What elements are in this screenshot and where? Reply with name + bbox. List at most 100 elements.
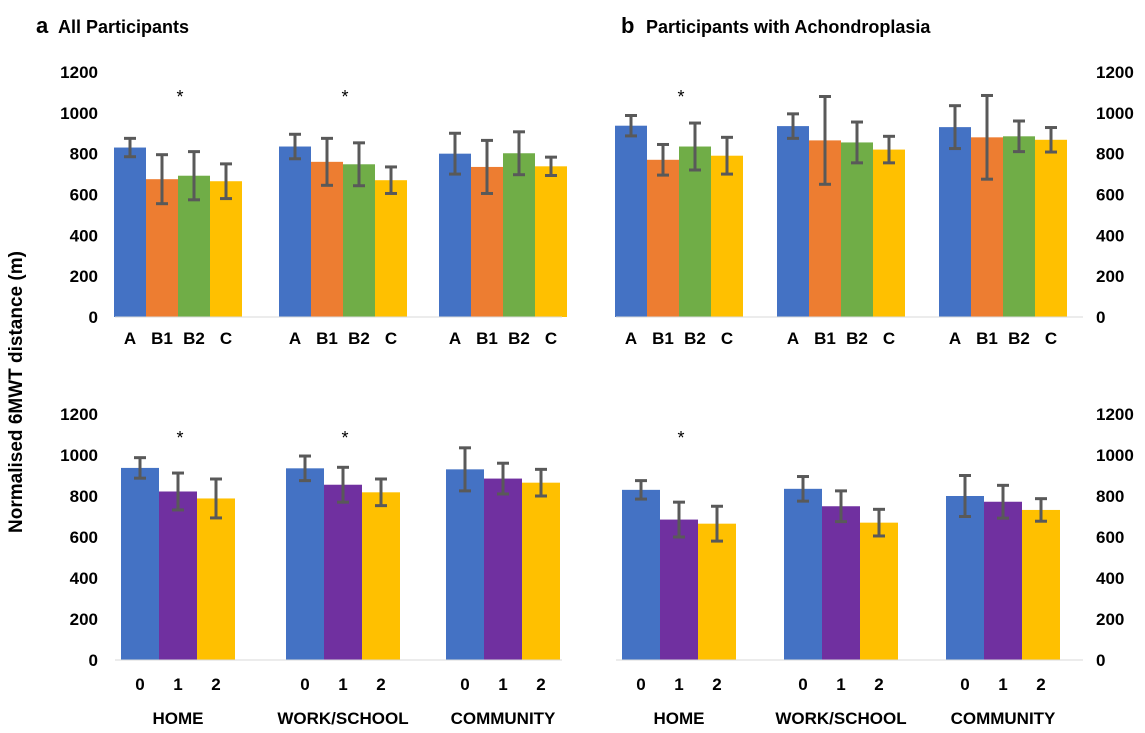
y-tick-label: 1200 xyxy=(1096,63,1134,82)
category-label: 1 xyxy=(836,675,845,694)
category-label: 2 xyxy=(536,675,545,694)
bar xyxy=(1022,509,1060,660)
bar xyxy=(311,161,343,317)
category-label: B1 xyxy=(316,329,338,348)
y-tick-label: 800 xyxy=(70,487,98,506)
y-tick-label: 0 xyxy=(1096,651,1105,670)
significance-marker: * xyxy=(677,428,684,448)
category-label: A xyxy=(949,329,961,348)
y-tick-label: 1200 xyxy=(60,405,98,424)
panel-b-letter: b xyxy=(621,13,634,38)
bar xyxy=(711,155,743,317)
bar xyxy=(121,467,159,660)
significance-marker: * xyxy=(176,87,183,107)
bar xyxy=(210,181,242,317)
y-tick-label: 0 xyxy=(89,651,98,670)
chart-b-top: 0 200 400 600 800 1000 1200 A B1 B2 C A B1 B2 C A B1 B2 C * xyxy=(615,63,1134,348)
y-tick-label: 200 xyxy=(1096,267,1124,286)
category-label: 1 xyxy=(674,675,683,694)
category-label: 1 xyxy=(998,675,1007,694)
category-label: C xyxy=(721,329,733,348)
chart-b-bottom: 0 200 400 600 800 1000 1200 0 1 2 0 1 2 0 1 2 * xyxy=(616,405,1134,694)
category-label: 2 xyxy=(211,675,220,694)
bar xyxy=(1035,139,1067,317)
category-label: 1 xyxy=(498,675,507,694)
bar xyxy=(439,153,471,317)
category-label: 0 xyxy=(460,675,469,694)
category-label: 0 xyxy=(135,675,144,694)
bar xyxy=(362,492,400,660)
bar xyxy=(939,127,971,317)
y-tick-label: 400 xyxy=(70,569,98,588)
bar xyxy=(679,146,711,317)
significance-marker: * xyxy=(176,428,183,448)
y-tick-label: 1000 xyxy=(60,104,98,123)
category-label: 2 xyxy=(1036,675,1045,694)
category-label: B1 xyxy=(476,329,498,348)
category-label: C xyxy=(1045,329,1057,348)
category-label: 0 xyxy=(300,675,309,694)
category-label: B1 xyxy=(976,329,998,348)
bar xyxy=(375,180,407,317)
bar xyxy=(647,159,679,317)
bar xyxy=(777,126,809,318)
category-label: A xyxy=(787,329,799,348)
panel-a-letter: a xyxy=(36,13,49,38)
bar xyxy=(984,501,1022,660)
y-tick-label: 200 xyxy=(70,267,98,286)
y-tick-label: 800 xyxy=(70,145,98,164)
category-label: B2 xyxy=(508,329,530,348)
group-label-home: HOME xyxy=(153,709,204,728)
y-tick-label: 800 xyxy=(1096,145,1124,164)
group-labels-b: HOME WORK/SCHOOL COMMUNITY xyxy=(654,709,1057,728)
category-label: C xyxy=(385,329,397,348)
y-tick-label: 600 xyxy=(1096,186,1124,205)
y-tick-label: 400 xyxy=(1096,226,1124,245)
bar xyxy=(279,146,311,317)
y-tick-label: 1200 xyxy=(1096,405,1134,424)
bar xyxy=(660,519,698,660)
bar xyxy=(784,488,822,660)
category-label: C xyxy=(545,329,557,348)
y-tick-label: 600 xyxy=(70,186,98,205)
y-tick-label: 800 xyxy=(1096,487,1124,506)
category-label: A xyxy=(625,329,637,348)
category-label: 1 xyxy=(173,675,182,694)
group-label-home: HOME xyxy=(654,709,705,728)
y-tick-label: 1200 xyxy=(60,63,98,82)
bar xyxy=(860,522,898,660)
bar xyxy=(622,489,660,660)
bar xyxy=(343,164,375,317)
category-label: 1 xyxy=(338,675,347,694)
y-axis-label: Normalised 6MWT distance (m) xyxy=(6,251,27,533)
panel-a-title: All Participants xyxy=(58,17,189,37)
category-label: B2 xyxy=(1008,329,1030,348)
significance-marker: * xyxy=(341,87,348,107)
y-tick-label: 600 xyxy=(1096,528,1124,547)
y-tick-label: 200 xyxy=(70,610,98,629)
y-tick-label: 1000 xyxy=(60,446,98,465)
category-label: B2 xyxy=(684,329,706,348)
bar xyxy=(324,484,362,660)
panel-b-title: Participants with Achondroplasia xyxy=(646,17,931,37)
bar xyxy=(286,468,324,660)
bar xyxy=(615,125,647,317)
significance-marker: * xyxy=(677,87,684,107)
group-label-community: COMMUNITY xyxy=(451,709,556,728)
category-label: 2 xyxy=(712,675,721,694)
bar xyxy=(446,469,484,660)
bar xyxy=(535,166,567,317)
y-tick-label: 400 xyxy=(70,226,98,245)
category-label: B2 xyxy=(348,329,370,348)
group-label-community: COMMUNITY xyxy=(951,709,1056,728)
bar xyxy=(841,142,873,317)
y-tick-label: 0 xyxy=(89,308,98,327)
category-label: B2 xyxy=(183,329,205,348)
group-label-work-school: WORK/SCHOOL xyxy=(775,709,906,728)
category-label: 0 xyxy=(798,675,807,694)
bar xyxy=(114,147,146,317)
bar xyxy=(503,153,535,317)
bar xyxy=(873,149,905,317)
bar xyxy=(159,491,197,660)
